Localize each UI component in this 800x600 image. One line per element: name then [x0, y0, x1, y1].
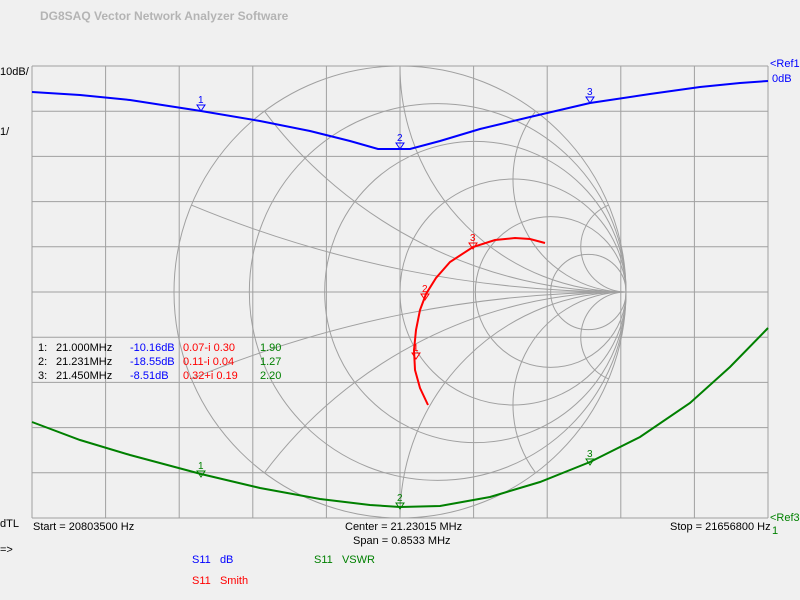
- marker-1-n: 1:: [38, 342, 48, 354]
- marker-smith-3: [468, 242, 478, 250]
- prompt-label: =>: [0, 544, 13, 556]
- smith-reactance-arc: [399, 291, 627, 519]
- marker-1-smith: 0.07-i 0.30: [183, 342, 235, 354]
- marker-2-freq: 21.231MHz: [56, 356, 113, 368]
- marker-vswr-3-label: 3: [587, 449, 593, 460]
- smith-reactance-arc: [264, 291, 627, 474]
- marker-db-1-label: 1: [198, 95, 204, 106]
- trace-s11-db: [31, 80, 769, 150]
- marker-3-smith: 0.32+i 0.19: [183, 370, 238, 382]
- marker-vswr-3: [585, 458, 595, 466]
- marker-vswr-2-label: 2: [397, 493, 403, 504]
- smith-reactance-arc: [512, 110, 627, 293]
- legend-s11-db[interactable]: S11 dB: [192, 554, 234, 566]
- marker-1-freq: 21.000MHz: [56, 342, 113, 354]
- ref3-label[interactable]: <Ref3: [770, 512, 800, 524]
- marker-vswr-2: [395, 502, 405, 510]
- marker-1-vswr: 1.90: [260, 342, 282, 354]
- marker-db-1: [196, 104, 206, 112]
- smith-reactance-arc: [264, 110, 627, 293]
- ref1-label[interactable]: <Ref1: [770, 58, 800, 70]
- marker-smith-2-label: 2: [422, 284, 428, 295]
- legend-s11-vswr[interactable]: S11 VSWR: [314, 554, 375, 566]
- marker-3-n: 3:: [38, 370, 48, 382]
- marker-vswr-1-label: 1: [198, 461, 204, 472]
- scale-db-label: 10dB/: [0, 66, 29, 78]
- app-title: DG8SAQ Vector Network Analyzer Software: [40, 9, 289, 23]
- marker-smith-3-label: 3: [470, 233, 476, 244]
- legend-s11-smith[interactable]: S11 Smith: [192, 575, 249, 587]
- smith-reactance-arc: [580, 291, 627, 380]
- marker-db-3: [585, 96, 595, 104]
- trace-s11-vswr: [31, 327, 769, 509]
- smith-reactance-arc: [191, 291, 627, 380]
- stop-freq: Stop = 21656800 Hz: [670, 521, 771, 533]
- marker-smith-1: [411, 352, 421, 360]
- ref1-value: 0dB: [772, 73, 792, 85]
- marker-db-3-label: 3: [587, 87, 593, 98]
- span-freq: Span = 0.8533 MHz: [353, 535, 451, 547]
- start-freq: Start = 20803500 Hz: [33, 521, 135, 533]
- marker-3-freq: 21.450MHz: [56, 370, 113, 382]
- scale-vswr-label: 1/: [0, 126, 10, 138]
- marker-vswr-1: [196, 470, 206, 478]
- trace-s11-smith: [412, 236, 546, 406]
- smith-reactance-arc: [399, 65, 627, 293]
- marker-1-db: -10.16dB: [130, 342, 175, 354]
- ref3-value: 1: [772, 525, 779, 537]
- marker-db-2-label: 2: [397, 133, 403, 144]
- marker-2-n: 2:: [38, 356, 48, 368]
- smith-reactance-arc: [191, 204, 627, 293]
- marker-3-vswr: 2.20: [260, 370, 282, 382]
- dtl-label: dTL: [0, 518, 19, 530]
- marker-3-db: -8.51dB: [130, 370, 169, 382]
- marker-smith-1-label: 1: [413, 343, 419, 354]
- smith-reactance-arc: [512, 291, 627, 474]
- smith-reactance-arc: [580, 204, 627, 293]
- center-freq: Center = 21.23015 MHz: [345, 521, 463, 533]
- marker-smith-2: [420, 293, 430, 301]
- marker-2-vswr: 1.27: [260, 356, 282, 368]
- marker-2-smith: 0.11-i 0.04: [183, 356, 235, 368]
- marker-db-2: [395, 142, 405, 150]
- marker-2-db: -18.55dB: [130, 356, 175, 368]
